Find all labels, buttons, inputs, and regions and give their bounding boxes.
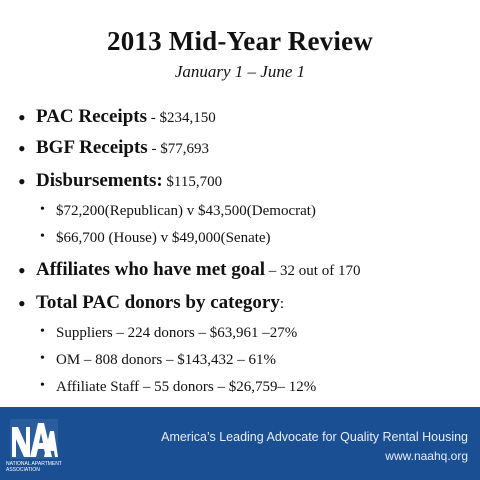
bullet-icon: • xyxy=(18,258,26,283)
list-item: • Suppliers – 224 donors – $63,961 –27% xyxy=(40,324,297,342)
list-item: • Disbursements: $115,700 xyxy=(18,169,223,194)
item-label: PAC Receipts xyxy=(36,106,147,127)
bullet-icon: • xyxy=(40,324,45,339)
naa-logo xyxy=(8,413,60,475)
item-label: BGF Receipts xyxy=(36,137,148,158)
item-value: : xyxy=(279,296,284,312)
item-text: OM – 808 donors – $143,432 – 61% xyxy=(56,352,276,368)
slide-title: 2013 Mid-Year Review xyxy=(107,26,373,56)
bullet-icon: • xyxy=(18,105,26,130)
list-item: • Affiliate Staff – 55 donors – $26,759–… xyxy=(40,378,316,396)
list-item: • Total PAC donors by category: xyxy=(18,291,284,316)
footer-banner: National Apartment Association America’s… xyxy=(0,407,480,480)
item-label: Disbursements: xyxy=(36,170,163,191)
item-label: Total PAC donors by category xyxy=(36,292,280,313)
bullet-icon: • xyxy=(40,202,45,217)
item-text: Suppliers – 224 donors – $63,961 –27% xyxy=(56,325,298,341)
list-item: • $72,200(Republican) v $43,500(Democrat… xyxy=(40,202,316,220)
bullet-icon: • xyxy=(18,169,26,194)
item-text: $72,200(Republican) v $43,500(Democrat) xyxy=(56,203,316,219)
item-value: – 32 out of 170 xyxy=(265,263,361,279)
slide-subtitle: January 1 – June 1 xyxy=(174,62,306,81)
list-item: • Affiliates who have met goal – 32 out … xyxy=(18,258,361,283)
bullet-icon: • xyxy=(40,351,45,366)
bullet-icon: • xyxy=(40,229,45,244)
list-item: • $66,700 (House) v $49,000(Senate) xyxy=(40,229,271,247)
bullet-icon: • xyxy=(18,291,26,316)
bullet-icon: • xyxy=(40,378,45,393)
footer-website-link[interactable]: www.naahq.org xyxy=(385,449,468,463)
list-item: • BGF Receipts - $77,693 xyxy=(18,136,209,161)
footer-tagline: America’s Leading Advocate for Quality R… xyxy=(161,430,468,444)
item-value: - $77,693 xyxy=(147,141,209,157)
list-item: • OM – 808 donors – $143,432 – 61% xyxy=(40,351,276,369)
bullet-icon: • xyxy=(18,136,26,161)
item-text: Affiliate Staff – 55 donors – $26,759– 1… xyxy=(56,379,317,395)
item-value: - $234,150 xyxy=(146,110,216,126)
item-value: $115,700 xyxy=(162,174,223,190)
item-text: $66,700 (House) v $49,000(Senate) xyxy=(56,230,271,246)
logo-caption: National Apartment Association xyxy=(6,461,62,473)
item-label: Affiliates who have met goal xyxy=(36,259,266,280)
list-item: • PAC Receipts - $234,150 xyxy=(18,105,216,130)
